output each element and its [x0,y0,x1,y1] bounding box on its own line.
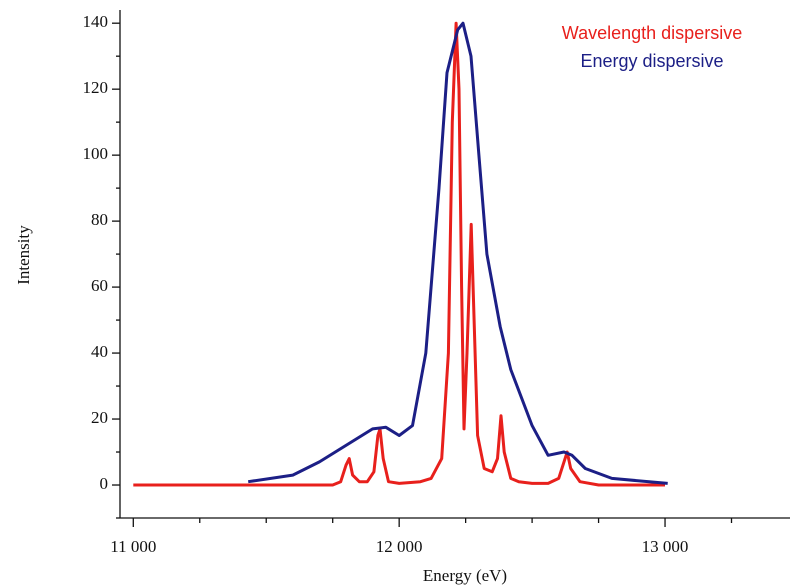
y-tick-label: 40 [91,342,108,361]
x-tick-label: 12 000 [376,537,423,556]
legend-entry: Wavelength dispersive [562,23,742,43]
y-tick-label: 80 [91,210,108,229]
y-tick-label: 0 [100,474,109,493]
legend-entry: Energy dispersive [580,51,723,71]
y-tick-label: 140 [83,12,109,31]
x-tick-label: 13 000 [642,537,689,556]
y-axis-label: Intensity [14,225,33,285]
data-line [247,21,668,485]
y-tick-label: 60 [91,276,108,295]
x-axis-label: Energy (eV) [423,566,507,585]
y-tick-label: 100 [83,144,109,163]
data-line [133,21,665,487]
y-tick-label: 20 [91,408,108,427]
x-tick-label: 11 000 [110,537,156,556]
y-tick-label: 120 [83,78,109,97]
